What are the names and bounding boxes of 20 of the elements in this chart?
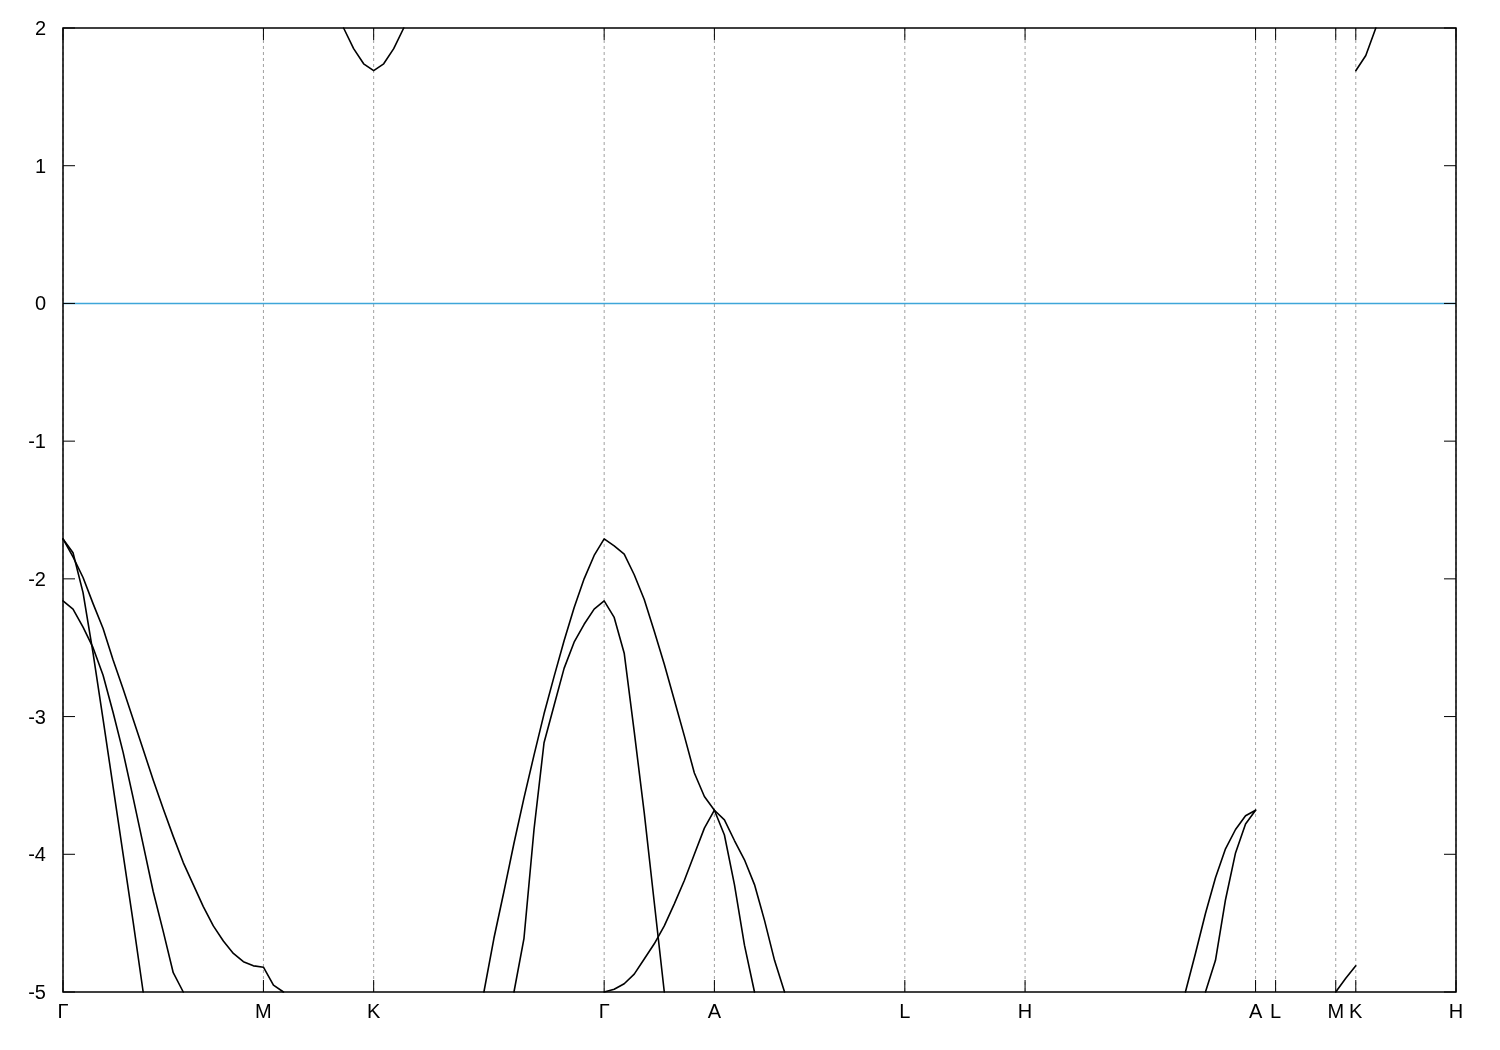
y-tick-label: -3 [28,705,46,728]
y-tick-label: 0 [34,292,46,315]
x-tick-label: H [1448,1000,1464,1022]
x-tick-label: L [899,1000,911,1022]
y-tick-label: 2 [34,17,46,39]
x-tick-label: K [367,1000,381,1022]
y-tick-label: -1 [28,430,46,453]
x-tick-label: H [1017,1000,1033,1022]
y-tick-label: -4 [28,843,46,866]
x-tick-label: A [1248,1000,1263,1022]
x-tick-label: M [1327,1000,1345,1022]
x-tick-label: K [1349,1000,1364,1022]
y-tick-label: -2 [28,567,46,590]
y-tick-label: -5 [28,981,46,1003]
x-tick-label: M [255,1000,272,1022]
x-tick-label: Γ [57,1000,69,1022]
y-tick-label: 1 [34,154,46,177]
x-tick-label: L [1270,1000,1282,1022]
x-tick-label: A [707,1000,722,1022]
x-tick-label: Γ [598,1000,610,1022]
